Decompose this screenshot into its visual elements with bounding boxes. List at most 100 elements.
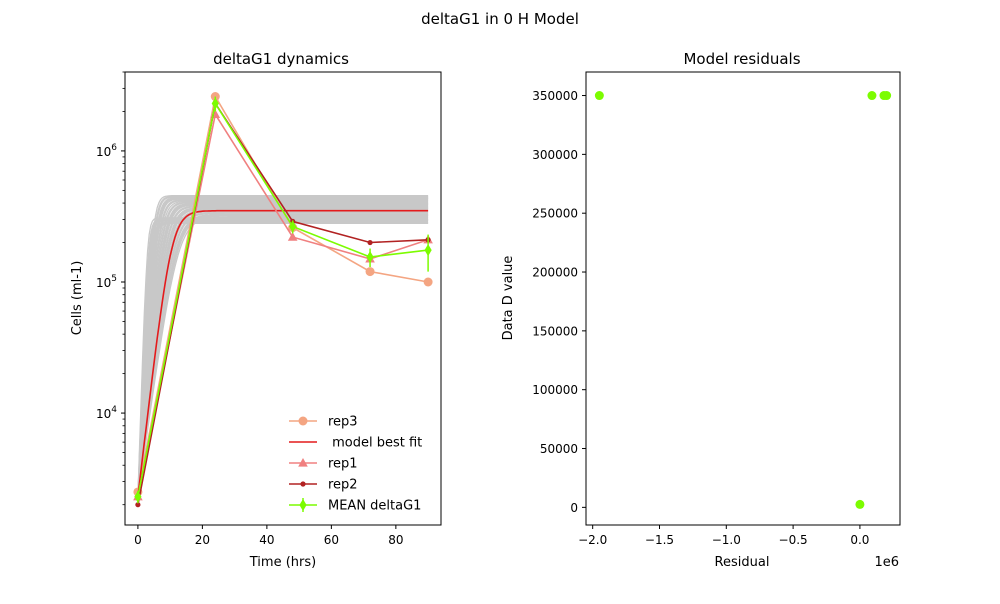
x-tick-label: 20 xyxy=(195,533,210,547)
ensemble-curve xyxy=(137,219,429,497)
dynamics-chart: deltaG1 dynamics Time (hrs) Cells (ml-1)… xyxy=(70,50,442,570)
ensemble-curve xyxy=(137,214,429,497)
ensemble-curve xyxy=(137,207,429,497)
legend-item: rep3 xyxy=(289,415,358,430)
legend-marker xyxy=(298,416,308,426)
ensemble-curve xyxy=(137,220,429,497)
legend-label: rep1 xyxy=(328,457,358,472)
ensemble-curve xyxy=(137,198,429,497)
ensemble-curve xyxy=(137,218,429,497)
legend-item: model best fit xyxy=(289,436,422,451)
dynamics-ticks: 0 20 40 60 80 104 105 106 xyxy=(96,71,403,547)
series-line xyxy=(137,94,429,493)
residual-points xyxy=(594,91,892,509)
legend-label: MEAN deltaG1 xyxy=(328,499,421,514)
data-point xyxy=(423,277,433,287)
ensemble-curve xyxy=(137,213,429,497)
residuals-xlabel: Residual xyxy=(715,555,770,570)
y-tick-label: 150000 xyxy=(532,324,578,338)
data-point xyxy=(135,502,141,508)
ensemble-curve xyxy=(137,207,429,497)
data-point xyxy=(367,239,373,246)
ensemble-curve xyxy=(137,203,429,497)
ensemble-curve xyxy=(137,215,429,497)
residuals-ticks: −2.0 −1.5 −1.0 −0.5 0.0 0 50000 100000 150000 200… xyxy=(532,89,869,547)
y-tick-label: 350000 xyxy=(532,89,578,103)
ensemble-curve xyxy=(137,203,429,497)
y-tick-label: 105 xyxy=(96,274,117,290)
dynamics-legend: rep3 model best fit rep1 rep2 MEAN deltaG1 xyxy=(289,415,422,514)
residuals-x-offset: 1e6 xyxy=(874,555,899,570)
ensemble-curves xyxy=(137,194,429,497)
legend-marker xyxy=(300,481,306,487)
x-tick-label: −0.5 xyxy=(779,533,808,547)
data-point xyxy=(365,267,375,277)
ensemble-curve xyxy=(137,196,429,497)
ensemble-curve xyxy=(137,197,429,497)
legend-item: MEAN deltaG1 xyxy=(289,498,421,514)
data-point xyxy=(287,232,298,241)
ensemble-curve xyxy=(137,194,429,497)
data-point xyxy=(424,244,432,257)
ensemble-curve xyxy=(137,208,429,497)
y-tick-label: 100000 xyxy=(532,383,578,397)
ensemble-curve xyxy=(137,205,429,497)
x-tick-label: 40 xyxy=(259,533,274,547)
residual-point xyxy=(882,91,892,101)
residuals-ylabel: Data D value xyxy=(501,256,516,341)
series-lines xyxy=(133,92,433,508)
y-tick-label: 300000 xyxy=(532,148,578,162)
residual-point xyxy=(855,499,865,509)
ensemble-curve xyxy=(137,199,429,497)
data-point xyxy=(366,251,374,264)
legend-label: rep3 xyxy=(328,415,358,430)
series-mean-deltag1 xyxy=(134,96,432,504)
legend-item: rep2 xyxy=(289,478,358,493)
residuals-chart: Model residuals Residual Data D value 1e… xyxy=(501,50,901,570)
ensemble-curve xyxy=(137,214,429,497)
residual-point xyxy=(867,91,877,101)
figure-suptitle: deltaG1 in 0 H Model xyxy=(421,10,579,28)
y-tick-label: 50000 xyxy=(540,442,578,456)
legend-marker xyxy=(298,458,308,467)
x-tick-label: 0.0 xyxy=(850,533,869,547)
data-point xyxy=(211,97,219,110)
ensemble-curve xyxy=(137,200,429,497)
dynamics-title: deltaG1 dynamics xyxy=(213,50,349,68)
ensemble-curve xyxy=(137,216,429,497)
x-tick-label: −2.0 xyxy=(578,533,607,547)
ensemble-curve xyxy=(137,205,429,497)
legend-label: model best fit xyxy=(328,436,422,451)
dynamics-xlabel: Time (hrs) xyxy=(249,555,316,570)
ensemble-curve xyxy=(137,209,429,497)
data-point xyxy=(289,220,297,233)
ensemble-curve xyxy=(137,204,429,497)
legend-label: rep2 xyxy=(328,478,358,493)
data-point xyxy=(134,490,142,503)
ensemble-curve xyxy=(137,219,429,497)
x-tick-label: −1.0 xyxy=(712,533,741,547)
ensemble-curve xyxy=(137,202,429,497)
residuals-frame xyxy=(585,71,901,526)
legend-item: rep1 xyxy=(289,457,358,472)
ensemble-curve xyxy=(137,222,429,497)
y-tick-label: 106 xyxy=(96,143,117,159)
ensemble-curve xyxy=(137,217,429,497)
y-tick-label: 104 xyxy=(96,405,117,421)
residuals-title: Model residuals xyxy=(683,50,800,68)
ensemble-curve xyxy=(137,222,429,497)
x-tick-label: 80 xyxy=(388,533,403,547)
x-tick-label: −1.5 xyxy=(645,533,674,547)
dynamics-frame xyxy=(124,71,442,526)
residual-point xyxy=(594,91,604,101)
ensemble-curve xyxy=(137,221,429,497)
legend-marker xyxy=(299,499,307,511)
x-tick-label: 0 xyxy=(134,533,142,547)
y-tick-label: 200000 xyxy=(532,266,578,280)
y-tick-label: 0 xyxy=(570,501,578,515)
x-tick-label: 60 xyxy=(324,533,339,547)
ensemble-curve xyxy=(137,201,429,497)
dynamics-ylabel: Cells (ml-1) xyxy=(70,261,85,336)
ensemble-curve xyxy=(137,206,429,497)
